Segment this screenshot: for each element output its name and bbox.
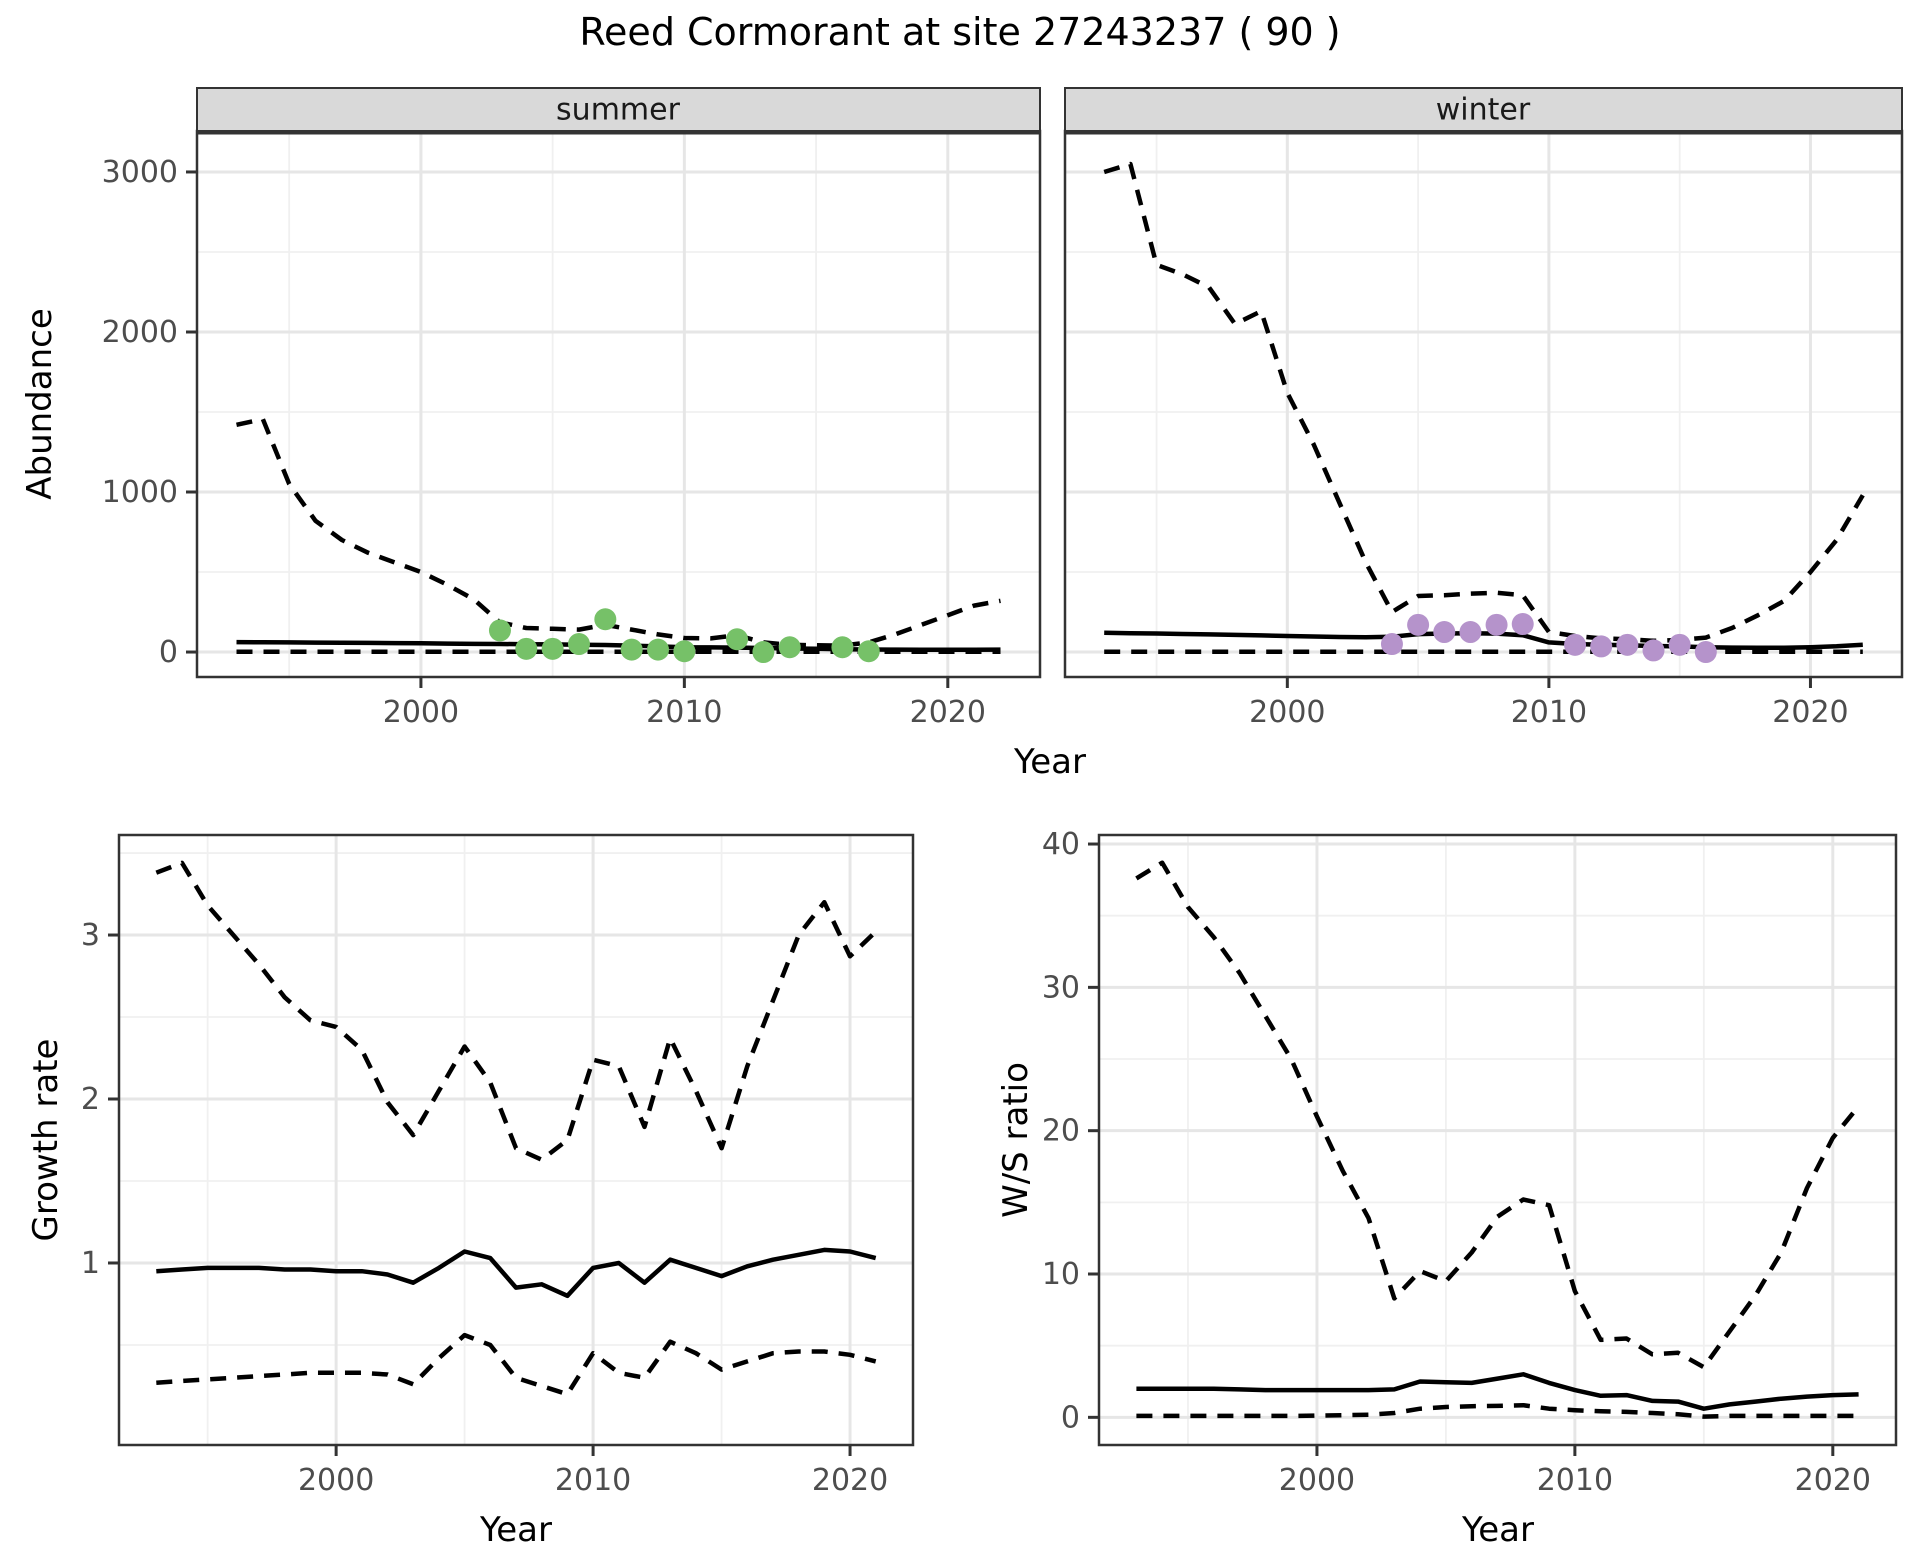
series-upper_ci-dashed-line: [155, 860, 878, 1162]
observed-counts-summer-point: [752, 641, 775, 664]
y-tick-label: 30: [1042, 970, 1080, 1005]
y-tick-label: 40: [1042, 827, 1080, 862]
x-tick-label: 2020: [910, 695, 986, 730]
observed-counts-summer-point: [567, 633, 590, 656]
x-axis-title-year-bottom-right: Year: [1462, 1510, 1534, 1550]
x-tick-label: 2020: [1795, 1463, 1871, 1498]
observed-counts-summer-point: [857, 640, 880, 663]
observed-counts-winter-point: [1511, 613, 1534, 636]
observed-counts-winter-point: [1459, 621, 1482, 644]
observed-counts-summer-point: [594, 608, 617, 631]
x-axis-title-year-bottom-left: Year: [480, 1510, 552, 1550]
observed-counts-winter-point: [1564, 633, 1587, 656]
observed-counts-winter-point: [1407, 613, 1430, 636]
facet-strip-label-summer: summer: [556, 92, 680, 128]
panel-background: [1099, 835, 1896, 1445]
observed-counts-winter-point: [1380, 633, 1403, 656]
observed-counts-winter-point: [1694, 641, 1717, 664]
panel-border: [1097, 833, 1898, 1447]
observed-counts-summer-point: [673, 640, 696, 663]
facet-strip: [196, 87, 1041, 132]
y-tick-label: 1000: [102, 475, 178, 510]
y-tick-label: 1: [81, 1246, 100, 1281]
y-tick-label: 2: [81, 1082, 100, 1117]
y-tick-label: 3: [81, 918, 100, 953]
series-upper_ci-dashed-line: [1135, 860, 1861, 1370]
observed-counts-winter-point: [1590, 635, 1613, 658]
y-tick-label: 0: [159, 635, 178, 670]
observed-counts-winter-point: [1616, 633, 1639, 656]
x-tick-label: 2010: [555, 1463, 631, 1498]
panel-background: [119, 835, 913, 1445]
y-tick-label: 20: [1042, 1114, 1080, 1149]
chart-title: Reed Cormorant at site 27243237 ( 90 ): [579, 10, 1341, 54]
observed-counts-summer-point: [831, 636, 854, 659]
x-tick-label: 2010: [646, 695, 722, 730]
panel-background: [1065, 131, 1902, 677]
observed-counts-winter-point: [1485, 613, 1508, 636]
x-tick-label: 2000: [298, 1463, 374, 1498]
y-tick-label: 10: [1042, 1257, 1080, 1292]
observed-counts-winter-point: [1668, 633, 1691, 656]
observed-counts-summer-point: [620, 638, 643, 661]
observed-counts-summer-point: [726, 628, 749, 651]
series-lower_ci-dashed-line: [1136, 1402, 1859, 1419]
observed-counts-summer-point: [541, 637, 564, 660]
series-fit-solid-line: [1104, 630, 1863, 650]
panel-border: [117, 833, 915, 1447]
observed-counts-summer-point: [515, 637, 538, 660]
series-upper_ci-dashed-line: [236, 416, 1001, 648]
x-tick-label: 2000: [1249, 695, 1325, 730]
x-tick-label: 2000: [1279, 1463, 1355, 1498]
x-tick-label: 2000: [383, 695, 459, 730]
series-upper_ci-dashed-line: [1103, 161, 1865, 644]
x-axis-title-year-top: Year: [1014, 742, 1086, 782]
y-tick-label: 3000: [102, 155, 178, 190]
observed-counts-winter-point: [1642, 639, 1665, 662]
y-axis-title-ws-ratio: W/S ratio: [996, 1062, 1036, 1218]
y-axis-title-growth-rate: Growth rate: [26, 1038, 66, 1242]
observed-counts-summer-point: [778, 636, 801, 659]
y-tick-label: 2000: [102, 315, 178, 350]
y-tick-label: 0: [1061, 1400, 1080, 1435]
x-tick-label: 2010: [1511, 695, 1587, 730]
x-tick-label: 2010: [1537, 1463, 1613, 1498]
y-axis-title-abundance: Abundance: [20, 308, 60, 500]
series-lower_ci-dashed-line: [156, 1332, 877, 1397]
series-fit-solid-line: [1136, 1372, 1859, 1411]
observed-counts-summer-point: [488, 619, 511, 642]
facet-strip: [1064, 87, 1903, 132]
x-tick-label: 2020: [1772, 695, 1848, 730]
observed-counts-summer-point: [647, 638, 670, 661]
series-fit-solid-line: [156, 1247, 877, 1299]
x-tick-label: 2020: [812, 1463, 888, 1498]
panel-background: [197, 131, 1040, 677]
facet-strip-label-winter: winter: [1435, 92, 1531, 128]
observed-counts-winter-point: [1433, 621, 1456, 644]
